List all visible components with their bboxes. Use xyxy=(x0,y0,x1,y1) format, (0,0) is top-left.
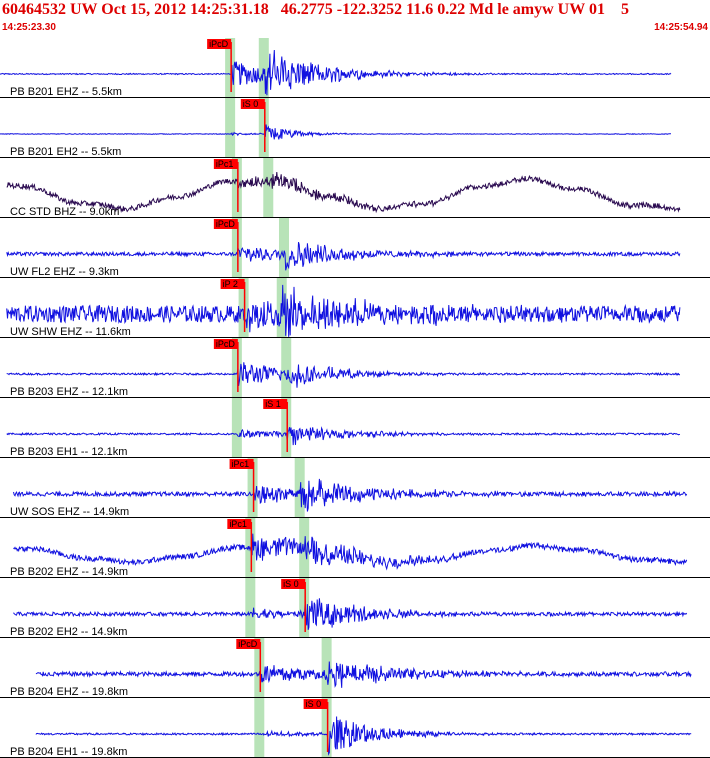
pick-marker xyxy=(303,699,328,709)
trace-panel: iPcD PB B201 EHZ -- 5.5km iS 0 PB B201 EH2 … xyxy=(0,38,710,758)
pick-marker xyxy=(240,99,265,109)
s-window xyxy=(258,98,269,158)
trace-label: PB B204 EHZ -- 19.8km xyxy=(10,686,128,698)
pick-marker xyxy=(207,39,232,49)
p-window xyxy=(225,98,236,158)
trace-row: iPcD PB B203 EHZ -- 12.1km xyxy=(0,338,710,398)
trace-row: iP 2 UW SHW EHZ -- 11.6km xyxy=(0,278,710,338)
pick-label: iPcD xyxy=(209,39,229,49)
trace-row: iPcD PB B204 EHZ -- 19.8km xyxy=(0,638,710,698)
pick-marker xyxy=(227,519,252,529)
p-window xyxy=(231,398,242,458)
pick-marker xyxy=(236,639,261,649)
waveform xyxy=(35,661,692,688)
waveform xyxy=(6,242,681,271)
pick-marker xyxy=(213,159,238,169)
pick-label: iP 2 xyxy=(223,279,238,289)
trace-label: CC STD BHZ -- 9.0km xyxy=(10,206,119,218)
waveform xyxy=(6,362,681,388)
p-window xyxy=(231,218,242,278)
p-window xyxy=(231,338,242,398)
pick-label: iS 1 xyxy=(265,399,281,409)
s-window xyxy=(294,458,305,518)
trace-label: UW SOS EHZ -- 14.9km xyxy=(10,506,129,518)
trace-row: iPcD UW FL2 EHZ -- 9.3km xyxy=(0,218,710,278)
trace-row: iPc1 UW SOS EHZ -- 14.9km xyxy=(0,458,710,518)
pick-label: iPc1 xyxy=(229,519,247,529)
pick-marker xyxy=(220,279,245,289)
trace-label: PB B201 EH2 -- 5.5km xyxy=(10,146,121,158)
pick-marker xyxy=(229,459,254,469)
pick-label: iS 0 xyxy=(243,99,259,109)
end-time: 14:25:54.94 xyxy=(654,22,708,33)
pick-label: iPcD xyxy=(216,219,236,229)
p-window xyxy=(247,458,258,518)
trace-row: iS 0 PB B202 EH2 -- 14.9km xyxy=(0,578,710,638)
trace-row: iS 1 PB B203 EH1 -- 12.1km xyxy=(0,398,710,458)
start-time: 14:25:23.30 xyxy=(2,22,56,33)
trace-row: iPc1 PB B202 EHZ -- 14.9km xyxy=(0,518,710,578)
trace-label: UW FL2 EHZ -- 9.3km xyxy=(10,266,119,278)
pick-label: iPcD xyxy=(216,339,236,349)
trace-label: PB B204 EH1 -- 19.8km xyxy=(10,746,127,758)
pick-marker xyxy=(281,579,306,589)
waveform xyxy=(35,716,692,756)
trace-row: iPc1 CC STD BHZ -- 9.0km xyxy=(0,158,710,218)
pick-marker xyxy=(213,219,238,229)
trace-label: PB B203 EHZ -- 12.1km xyxy=(10,386,128,398)
trace-label: PB B202 EH2 -- 14.9km xyxy=(10,626,127,638)
pick-label: iS 0 xyxy=(306,699,322,709)
waveform xyxy=(13,478,688,512)
waveform xyxy=(6,426,681,446)
trace-row: iS 0 PB B201 EH2 -- 5.5km xyxy=(0,98,710,158)
s-window xyxy=(278,218,289,278)
pick-label: iPc1 xyxy=(216,159,234,169)
s-window xyxy=(321,638,332,698)
waveform xyxy=(0,124,671,140)
pick-label: iPcD xyxy=(238,639,258,649)
event-title: 60464532 UW Oct 15, 2012 14:25:31.18 46.… xyxy=(2,1,629,18)
s-window xyxy=(263,158,274,218)
s-window xyxy=(258,38,269,98)
trace-label: UW SHW EHZ -- 11.6km xyxy=(10,326,131,338)
waveform xyxy=(13,533,688,571)
pick-label: iS 0 xyxy=(283,579,299,589)
pick-marker xyxy=(213,339,238,349)
waveform xyxy=(13,598,688,630)
s-window xyxy=(321,698,332,758)
waveform xyxy=(6,284,681,337)
pick-marker xyxy=(263,399,288,409)
waveform xyxy=(0,49,672,96)
p-window xyxy=(238,278,249,338)
event-header: 60464532 UW Oct 15, 2012 14:25:31.18 46.… xyxy=(0,0,710,38)
trace-row: iPcD PB B201 EHZ -- 5.5km xyxy=(0,38,710,98)
trace-label: PB B202 EHZ -- 14.9km xyxy=(10,566,128,578)
trace-label: PB B203 EH1 -- 12.1km xyxy=(10,446,127,458)
s-window xyxy=(281,338,292,398)
p-window xyxy=(231,158,242,218)
pick-label: iPc1 xyxy=(232,459,250,469)
s-window xyxy=(299,578,310,638)
p-window xyxy=(225,38,236,98)
s-window xyxy=(281,398,292,458)
trace-row: iS 0 PB B204 EH1 -- 19.8km xyxy=(0,698,710,758)
trace-label: PB B201 EHZ -- 5.5km xyxy=(10,86,122,98)
p-window xyxy=(254,638,265,698)
p-window xyxy=(245,578,256,638)
waveform xyxy=(6,172,681,214)
p-window xyxy=(254,698,265,758)
